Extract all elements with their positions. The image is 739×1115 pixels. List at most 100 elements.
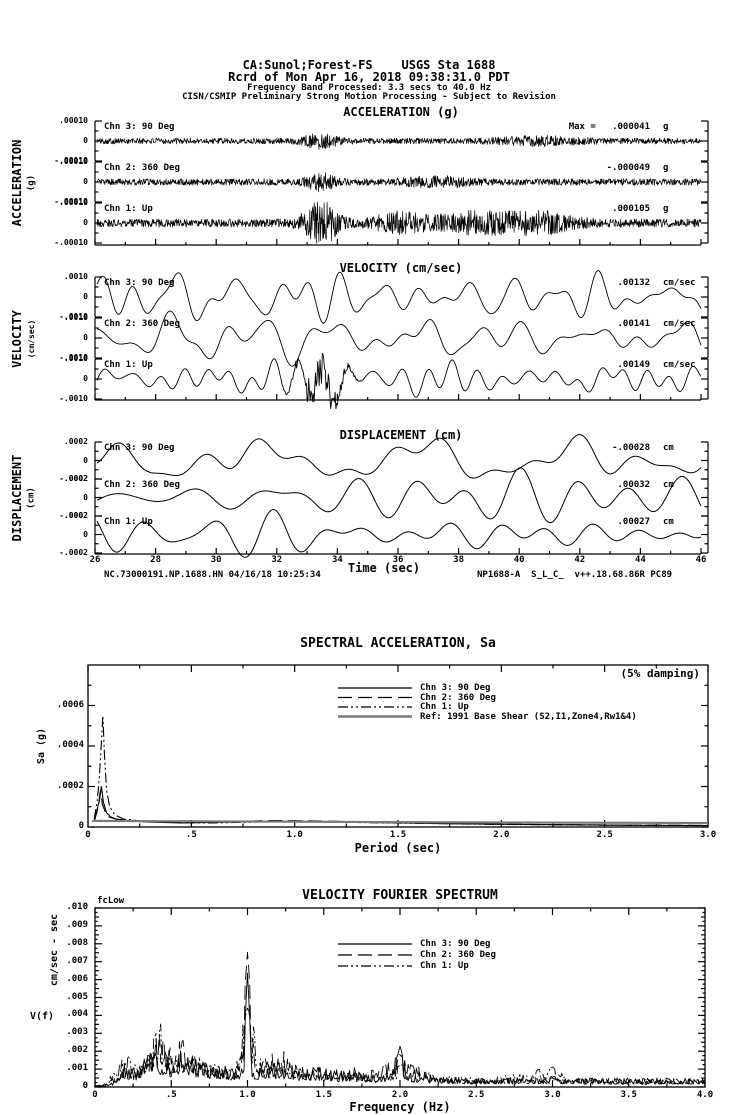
- fourier-legend-label: Chn 2: 360 Deg: [420, 950, 496, 960]
- fourier-xtick-label: 1.0: [239, 1090, 256, 1100]
- peak-units-label: g: [663, 163, 669, 173]
- sa-series-0: [93, 785, 709, 827]
- ytick-label: -.0002: [59, 511, 88, 520]
- sa-ytick-label: 0: [78, 821, 84, 831]
- peak-units-label: cm/sec: [663, 319, 696, 329]
- ytick-label: -.00010: [54, 238, 88, 247]
- channel-label: Chn 3: 90 Deg: [104, 122, 175, 132]
- station-title: CA:Sunol;Forest-FS USGS Sta 1688: [242, 58, 496, 72]
- channel-label: Chn 1: Up: [104, 360, 153, 370]
- fourier-ytick-label: .006: [66, 973, 88, 984]
- time-tick-label: 26: [89, 555, 101, 565]
- sa-series-3: [92, 819, 709, 825]
- processing-version-footer: NP1688-A S_L_C_ v++.18.68.86R PC89: [477, 570, 673, 580]
- period-axis-label: Period (sec): [354, 841, 442, 855]
- fourier-series-2: [94, 1007, 706, 1087]
- fourier-xtick-label: 4.0: [696, 1090, 714, 1100]
- damping-annotation: (5% damping): [620, 667, 700, 680]
- channel-label: Chn 2: 360 Deg: [104, 480, 180, 490]
- ytick-label: 0: [83, 455, 88, 465]
- peak-value-label: .00027: [617, 517, 650, 527]
- velocity-axis-label: VELOCITY: [10, 310, 24, 368]
- ytick-label: 0: [83, 292, 88, 301]
- sa-series-2: [93, 715, 709, 827]
- ytick-label: 0: [83, 529, 88, 539]
- channel-label: Chn 3: 90 Deg: [104, 443, 175, 453]
- ytick-label: -.0002: [59, 474, 88, 483]
- acceleration-title: ACCELERATION (g): [343, 105, 459, 119]
- channel-label: Chn 3: 90 Deg: [104, 278, 175, 288]
- peak-units-label: cm: [663, 480, 674, 490]
- ytick-label: .0002: [63, 511, 88, 520]
- frequency-band-line: Frequency Band Processed: 3.3 secs to 40…: [247, 83, 491, 93]
- ytick-label: -.0010: [59, 353, 88, 362]
- frequency-axis-label: Frequency (Hz): [349, 1100, 451, 1114]
- spectral-acceleration-title: SPECTRAL ACCELERATION, Sa: [300, 636, 496, 651]
- processing-notice-line: CISN/CSMIP Preliminary Strong Motion Pro…: [182, 92, 556, 102]
- channel-label: Chn 2: 360 Deg: [104, 163, 180, 173]
- sa-series-1: [93, 789, 709, 826]
- peak-value-label: .00141: [617, 319, 650, 329]
- time-tick-label: 32: [271, 555, 283, 565]
- fourier-xtick-label: 3.0: [544, 1090, 561, 1100]
- fourier-ytick-label: .008: [66, 937, 88, 948]
- velocity-trace-1: [96, 310, 702, 367]
- peak-units-label: cm: [663, 517, 674, 527]
- time-tick-label: 30: [210, 555, 222, 565]
- ytick-label: 0: [83, 374, 88, 383]
- fourier-ytick-label: .004: [66, 1009, 88, 1020]
- fourier-series-0: [94, 972, 706, 1087]
- acceleration-trace-2: [96, 201, 702, 244]
- peak-value-label: .00032: [617, 480, 650, 490]
- ytick-label: .00010: [59, 116, 88, 125]
- ytick-label: .0002: [63, 437, 88, 446]
- fourier-xtick-label: 3.5: [620, 1090, 637, 1100]
- channel-label: Chn 1: Up: [104, 204, 153, 214]
- fourier-ytick-label: .009: [66, 919, 88, 930]
- time-tick-label: 46: [695, 555, 707, 565]
- time-tick-label: 40: [513, 555, 525, 565]
- ytick-label: 0: [83, 218, 88, 227]
- velocity-axis-units: (cm/sec): [27, 319, 36, 359]
- fourier-xtick-label: .5: [165, 1090, 177, 1100]
- time-tick-label: 42: [574, 555, 586, 565]
- ytick-label: 0: [83, 492, 88, 502]
- acceleration-trace-1: [96, 172, 702, 193]
- sa-legend-label: Chn 2: 360 Deg: [420, 692, 496, 703]
- ytick-label: 0: [83, 333, 88, 342]
- sa-xtick-label: 1.5: [389, 830, 407, 840]
- fourier-spectrum-title: VELOCITY FOURIER SPECTRUM: [302, 888, 498, 903]
- ytick-label: .0002: [63, 474, 88, 483]
- peak-value-label: -.00028: [612, 443, 650, 453]
- displacement-axis-label: DISPLACEMENT: [10, 454, 24, 542]
- record-time-line: Rcrd of Mon Apr 16, 2018 09:38:31.0 PDT: [228, 70, 510, 84]
- velocity-trace-2: [96, 353, 702, 410]
- fourier-ytick-label: .007: [66, 955, 88, 966]
- ytick-label: -.00010: [54, 197, 88, 206]
- channel-label: Chn 2: 360 Deg: [104, 319, 180, 329]
- fourier-ytick-label: 0: [82, 1081, 88, 1091]
- time-tick-label: 36: [392, 555, 404, 565]
- time-tick-label: 44: [634, 555, 646, 565]
- fourier-ytick-label: .002: [66, 1045, 88, 1056]
- fourier-legend-label: Chn 1: Up: [420, 961, 469, 971]
- ytick-label: .00010: [59, 157, 88, 166]
- peak-value-label: Max = .000041: [568, 122, 650, 132]
- fourier-xtick-label: 2.5: [468, 1090, 485, 1100]
- ytick-label: -.0010: [59, 312, 88, 321]
- sa-xtick-label: 2.0: [493, 830, 510, 840]
- sa-legend-label: Ref: 1991 Base Shear (S2,I1,Zone4,Rw1&4): [420, 711, 637, 722]
- ytick-label: .0010: [63, 313, 88, 322]
- record-id-footer: NC.73000191.NP.1688.HN 04/16/18 10:25:34: [104, 570, 321, 580]
- ytick-label: -.0002: [59, 548, 88, 557]
- ytick-label: 0: [83, 136, 88, 145]
- vf-axis-label: V(f): [30, 1011, 55, 1022]
- peak-units-label: cm/sec: [663, 360, 696, 370]
- ytick-label: .00010: [59, 198, 88, 207]
- ytick-label: 0: [83, 177, 88, 186]
- displacement-trace-0: [96, 434, 702, 479]
- fourier-ytick-label: .010: [66, 902, 88, 912]
- time-tick-label: 34: [331, 555, 343, 565]
